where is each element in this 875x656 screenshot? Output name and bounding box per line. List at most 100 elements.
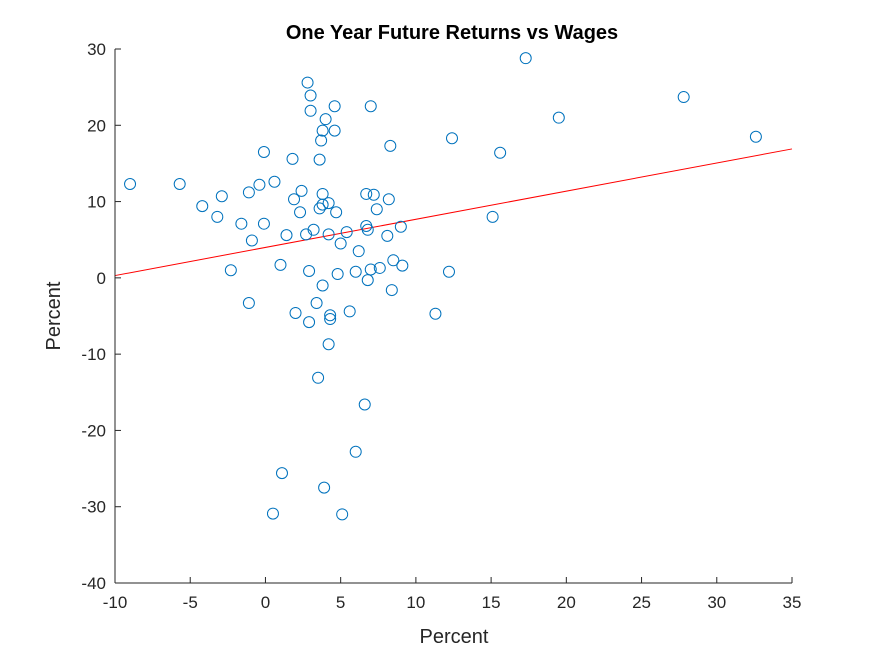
scatter-point bbox=[319, 113, 332, 126]
y-tick-label: 10 bbox=[87, 193, 106, 212]
scatter-point bbox=[328, 100, 341, 113]
x-ticks: -10 -5 0 5 10 15 20 25 30 35 bbox=[103, 577, 802, 612]
scatter-point bbox=[381, 229, 394, 242]
chart-title: One Year Future Returns vs Wages bbox=[286, 22, 618, 44]
scatter-point bbox=[215, 190, 228, 203]
scatter-point bbox=[316, 198, 329, 211]
scatter-point bbox=[367, 188, 380, 201]
y-tick-label: -30 bbox=[81, 498, 106, 517]
scatter-point bbox=[303, 264, 316, 277]
scatter-point bbox=[328, 124, 341, 137]
scatter-point bbox=[322, 197, 335, 210]
scatter-point bbox=[315, 134, 328, 147]
scatter-point bbox=[334, 237, 347, 250]
scatter-point bbox=[300, 228, 313, 241]
scatter-point bbox=[385, 284, 398, 297]
scatter-point bbox=[257, 145, 270, 158]
scatter-point bbox=[274, 258, 287, 271]
x-tick-label: 5 bbox=[336, 593, 345, 612]
scatter-point bbox=[361, 223, 374, 236]
fit-line bbox=[114, 148, 793, 277]
scatter-point bbox=[316, 279, 329, 292]
y-tick-label: -20 bbox=[81, 421, 106, 440]
y-tick-label: 30 bbox=[87, 40, 106, 59]
scatter-point bbox=[318, 481, 331, 494]
scatter-point bbox=[394, 220, 407, 233]
scatter-point bbox=[266, 507, 279, 520]
scatter-point bbox=[519, 52, 532, 65]
scatter-point bbox=[316, 124, 329, 137]
scatter-point bbox=[324, 313, 337, 326]
x-axis-label: Percent bbox=[420, 626, 489, 648]
x-tick-label: 10 bbox=[406, 593, 425, 612]
scatter-point bbox=[173, 178, 186, 191]
scatter-point bbox=[442, 265, 455, 278]
x-tick-label: 35 bbox=[783, 593, 802, 612]
scatter-point bbox=[196, 200, 209, 213]
scatter-point bbox=[343, 305, 356, 318]
scatter-point bbox=[349, 445, 362, 458]
axes bbox=[114, 49, 792, 584]
scatter-point bbox=[322, 228, 335, 241]
y-axis-label: Percent bbox=[43, 281, 65, 350]
scatter-point bbox=[340, 226, 353, 239]
scatter-point bbox=[364, 100, 377, 113]
scatter-point bbox=[429, 307, 442, 320]
y-tick-label: 20 bbox=[87, 116, 106, 135]
scatter-point bbox=[312, 371, 325, 384]
scatter-point bbox=[373, 261, 386, 274]
scatter-point bbox=[257, 217, 270, 230]
scatter-point bbox=[749, 130, 762, 143]
scatter-point bbox=[370, 203, 383, 216]
scatter-point bbox=[358, 398, 371, 411]
scatter-point bbox=[294, 206, 307, 219]
scatter-point bbox=[396, 259, 409, 272]
scatter-point bbox=[313, 153, 326, 166]
scatter-point bbox=[445, 132, 458, 145]
scatter-point bbox=[387, 254, 400, 267]
scatter-point bbox=[336, 508, 349, 521]
x-tick-label: 20 bbox=[557, 593, 576, 612]
x-tick-label: -5 bbox=[183, 593, 198, 612]
scatter-point bbox=[364, 263, 377, 276]
scatter-point bbox=[224, 264, 237, 277]
x-tick-label: 15 bbox=[482, 593, 501, 612]
scatter-point bbox=[242, 297, 255, 310]
scatter-point bbox=[677, 91, 690, 104]
scatter-point bbox=[253, 178, 266, 191]
scatter-point bbox=[304, 89, 317, 102]
scatter-point bbox=[313, 202, 326, 215]
x-tick-label: 30 bbox=[707, 593, 726, 612]
scatter-point bbox=[245, 234, 258, 247]
scatter-point bbox=[382, 193, 395, 206]
scatter-point bbox=[360, 187, 373, 200]
points-layer bbox=[124, 52, 762, 521]
y-tick-label: -40 bbox=[81, 574, 106, 593]
scatter-point bbox=[384, 139, 397, 152]
x-tick-label: -10 bbox=[103, 593, 128, 612]
scatter-point bbox=[288, 193, 301, 206]
scatter-point bbox=[286, 152, 299, 165]
scatter-point bbox=[211, 210, 224, 223]
fit-line-layer bbox=[114, 148, 793, 277]
scatter-point bbox=[322, 338, 335, 351]
y-ticks: -40 -30 -20 -10 0 10 20 30 bbox=[81, 40, 121, 593]
x-tick-label: 0 bbox=[261, 593, 270, 612]
scatter-point bbox=[324, 309, 337, 322]
scatter-point bbox=[295, 184, 308, 197]
y-tick-label: -10 bbox=[81, 345, 106, 364]
scatter-point bbox=[242, 186, 255, 199]
scatter-point bbox=[289, 306, 302, 319]
scatter-point bbox=[486, 210, 499, 223]
scatter-point bbox=[268, 175, 281, 188]
scatter-point bbox=[349, 265, 362, 278]
scatter-point bbox=[552, 111, 565, 124]
scatter-point bbox=[124, 178, 137, 191]
scatter-point bbox=[352, 245, 365, 258]
scatter-point bbox=[310, 297, 323, 310]
scatter-point bbox=[494, 146, 507, 159]
scatter-point bbox=[275, 467, 288, 480]
scatter-point bbox=[330, 206, 343, 219]
scatter-point bbox=[304, 104, 317, 117]
